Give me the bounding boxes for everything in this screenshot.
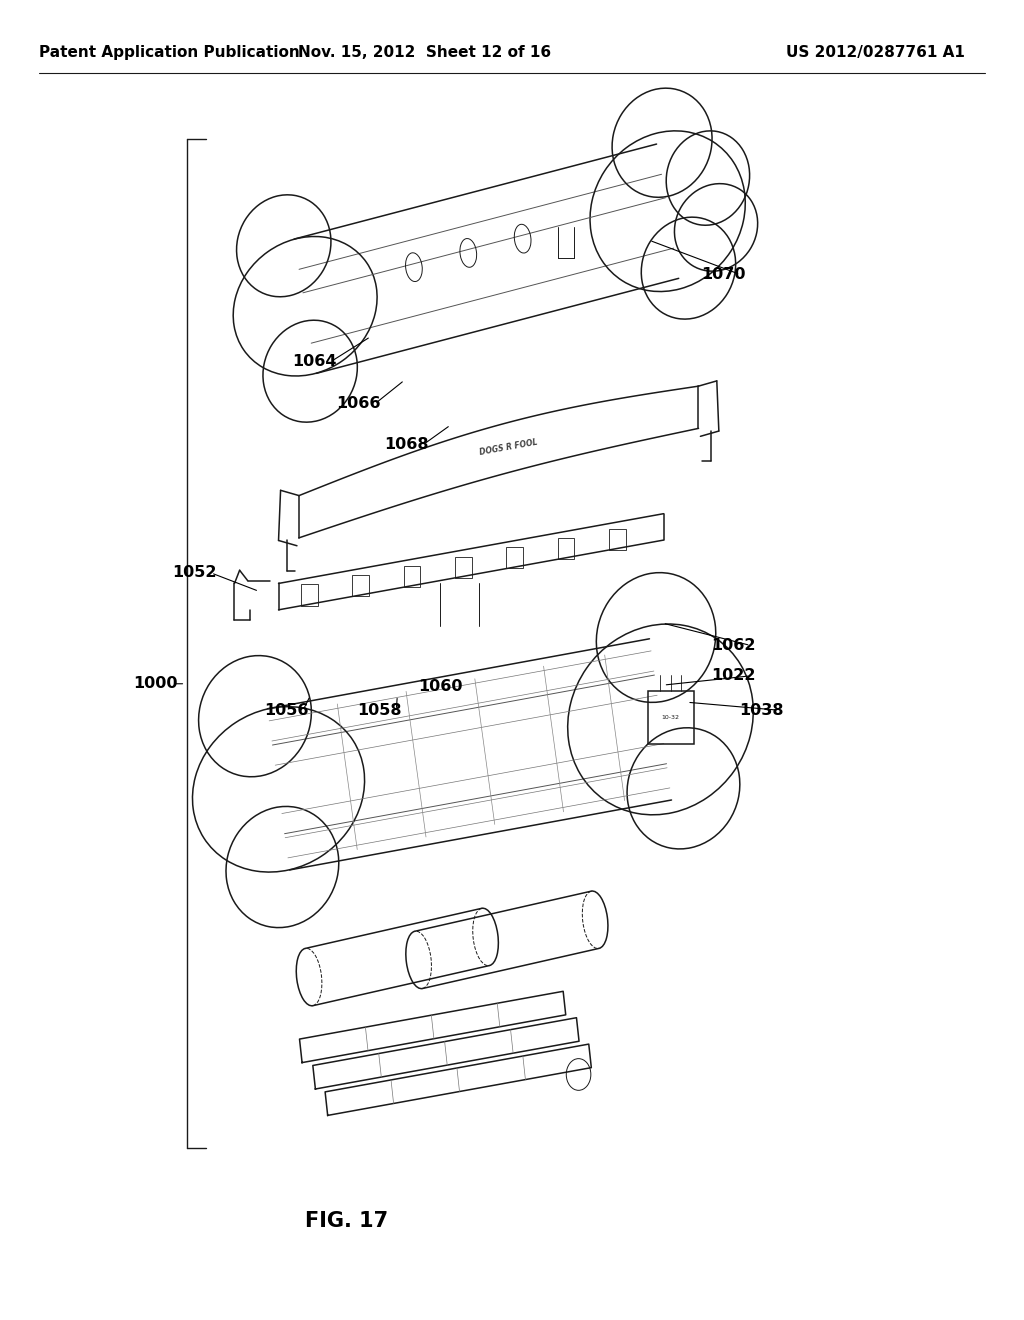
Text: 1056: 1056 bbox=[264, 702, 308, 718]
Text: 1070: 1070 bbox=[701, 267, 745, 282]
Text: 1066: 1066 bbox=[336, 396, 380, 412]
Bar bbox=[301, 585, 317, 606]
Text: US 2012/0287761 A1: US 2012/0287761 A1 bbox=[786, 45, 965, 61]
Text: Patent Application Publication: Patent Application Publication bbox=[39, 45, 300, 61]
Text: Nov. 15, 2012  Sheet 12 of 16: Nov. 15, 2012 Sheet 12 of 16 bbox=[298, 45, 552, 61]
Text: 1064: 1064 bbox=[292, 354, 336, 370]
Text: 1068: 1068 bbox=[384, 437, 428, 453]
Bar bbox=[609, 528, 626, 549]
Text: 1038: 1038 bbox=[739, 702, 783, 718]
Bar bbox=[507, 548, 523, 569]
Text: FIG. 17: FIG. 17 bbox=[304, 1210, 388, 1232]
Text: 1060: 1060 bbox=[418, 678, 462, 694]
Bar bbox=[647, 690, 693, 743]
Text: 1062: 1062 bbox=[712, 638, 756, 653]
Text: 1058: 1058 bbox=[357, 702, 401, 718]
Text: 1052: 1052 bbox=[172, 565, 216, 581]
Bar bbox=[455, 557, 471, 578]
Bar bbox=[352, 576, 369, 597]
Bar bbox=[403, 566, 420, 587]
Text: 1022: 1022 bbox=[712, 668, 756, 684]
Text: 1000: 1000 bbox=[133, 676, 177, 692]
Text: DOGS R FOOL: DOGS R FOOL bbox=[479, 437, 539, 457]
Bar bbox=[558, 539, 574, 560]
Text: 10-32: 10-32 bbox=[662, 714, 680, 719]
